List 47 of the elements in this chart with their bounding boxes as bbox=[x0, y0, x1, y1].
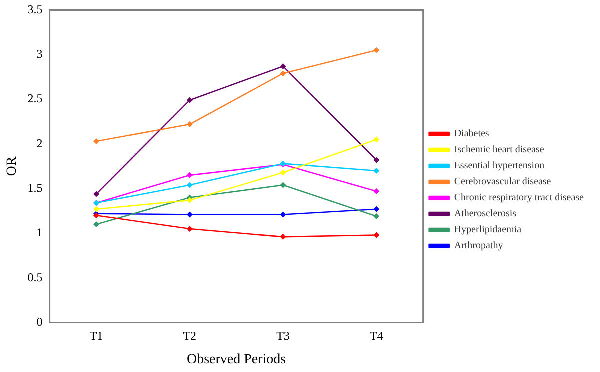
point bbox=[374, 136, 380, 143]
legend-label: Atherosclerosis bbox=[454, 208, 517, 220]
point bbox=[186, 197, 193, 204]
point bbox=[374, 206, 380, 212]
legend-label: Essential hypertension bbox=[454, 160, 545, 172]
point bbox=[186, 226, 193, 232]
point bbox=[374, 214, 380, 220]
x-tick-label: T1 bbox=[90, 329, 104, 344]
point bbox=[186, 122, 193, 128]
y-tick-label: 1.5 bbox=[28, 180, 43, 195]
legend-label: Cerebrovascular disease bbox=[454, 176, 552, 188]
y-tick-label: 2 bbox=[36, 136, 43, 150]
y-tick-label: 0.5 bbox=[28, 270, 43, 284]
point bbox=[374, 232, 380, 238]
x-axis-title: Observed Periods bbox=[186, 352, 286, 368]
y-tick-label: 1 bbox=[36, 226, 43, 240]
point bbox=[280, 234, 286, 240]
point bbox=[93, 222, 100, 228]
legend-label: Ischemic heart disease bbox=[454, 144, 545, 156]
legend-label: Hyperlipidaemia bbox=[454, 224, 522, 236]
point bbox=[374, 157, 380, 164]
point bbox=[93, 138, 100, 144]
point bbox=[280, 182, 286, 188]
y-tick-label: 3.5 bbox=[28, 2, 43, 16]
point bbox=[186, 182, 193, 188]
legend-label: Chronic respiratory tract disease bbox=[454, 192, 585, 204]
point bbox=[93, 191, 100, 198]
point bbox=[280, 212, 286, 218]
point bbox=[186, 97, 193, 104]
point bbox=[186, 212, 193, 218]
point bbox=[280, 70, 286, 77]
x-tick-label: T2 bbox=[183, 329, 197, 344]
point bbox=[374, 47, 380, 54]
y-axis-title: OR bbox=[5, 156, 20, 176]
point bbox=[374, 168, 380, 174]
y-tick-label: 3 bbox=[36, 47, 43, 62]
point bbox=[280, 170, 286, 176]
y-tick-label: 2.5 bbox=[28, 92, 43, 106]
legend-label: Arthropathy bbox=[454, 240, 504, 252]
point bbox=[374, 188, 380, 195]
y-tick-label: 0 bbox=[36, 314, 43, 329]
point bbox=[280, 63, 286, 70]
point bbox=[186, 172, 193, 178]
point bbox=[93, 206, 100, 212]
legend-label: Diabetes bbox=[454, 128, 490, 140]
x-tick-label: T4 bbox=[370, 329, 384, 344]
x-tick-label: T3 bbox=[276, 329, 290, 344]
